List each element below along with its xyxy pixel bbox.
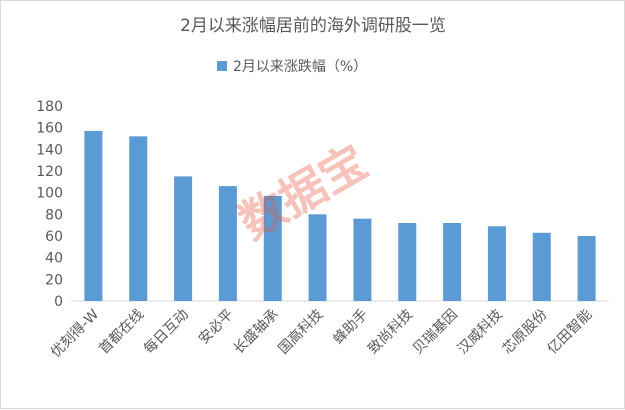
bar [308,214,327,301]
x-tick-label: 长盛轴承 [231,307,282,358]
y-tick-label: 120 [36,164,63,180]
y-tick-label: 20 [45,272,63,288]
legend-label: 2月以来涨跌幅（%） [233,59,367,75]
legend-swatch [217,61,227,71]
bar [129,136,148,301]
x-tick-label: 蜂助手 [330,307,371,348]
bar [353,218,372,301]
x-tick-label: 汉威科技 [455,307,506,358]
bar [487,226,506,301]
y-tick-label: 80 [45,207,63,223]
x-tick-label: 安必平 [196,307,237,348]
x-tick-label: 芯原股份 [500,307,551,358]
bar [398,223,417,301]
bar [577,236,596,301]
x-tick-label: 优刻得-W [47,306,102,361]
y-tick-label: 60 [45,229,63,245]
bar [443,223,462,301]
bar [218,186,237,301]
bar [84,130,103,301]
x-tick-label: 每日互动 [141,307,192,358]
y-tick-label: 100 [36,186,63,202]
bar [532,232,551,301]
y-tick-label: 140 [36,142,63,158]
y-axis: 0 20 40 60 80 100 120 140 160 180 [36,99,63,310]
x-tick-label: 贝瑞基因 [409,306,461,358]
y-tick-label: 160 [36,121,63,137]
x-tick-label: 首都在线 [96,307,147,358]
x-tick-label: 致尚科技 [365,307,416,358]
x-tick-label: 亿田智能 [545,307,596,358]
bar [174,176,193,301]
bar [263,195,282,301]
y-tick-label: 40 [45,251,63,267]
y-tick-label: 180 [36,99,63,115]
x-tick-label: 国高科技 [275,306,327,358]
chart-title: 2月以来涨幅居前的海外调研股一览 [180,16,446,36]
bars [84,130,596,301]
y-tick-label: 0 [54,294,63,310]
